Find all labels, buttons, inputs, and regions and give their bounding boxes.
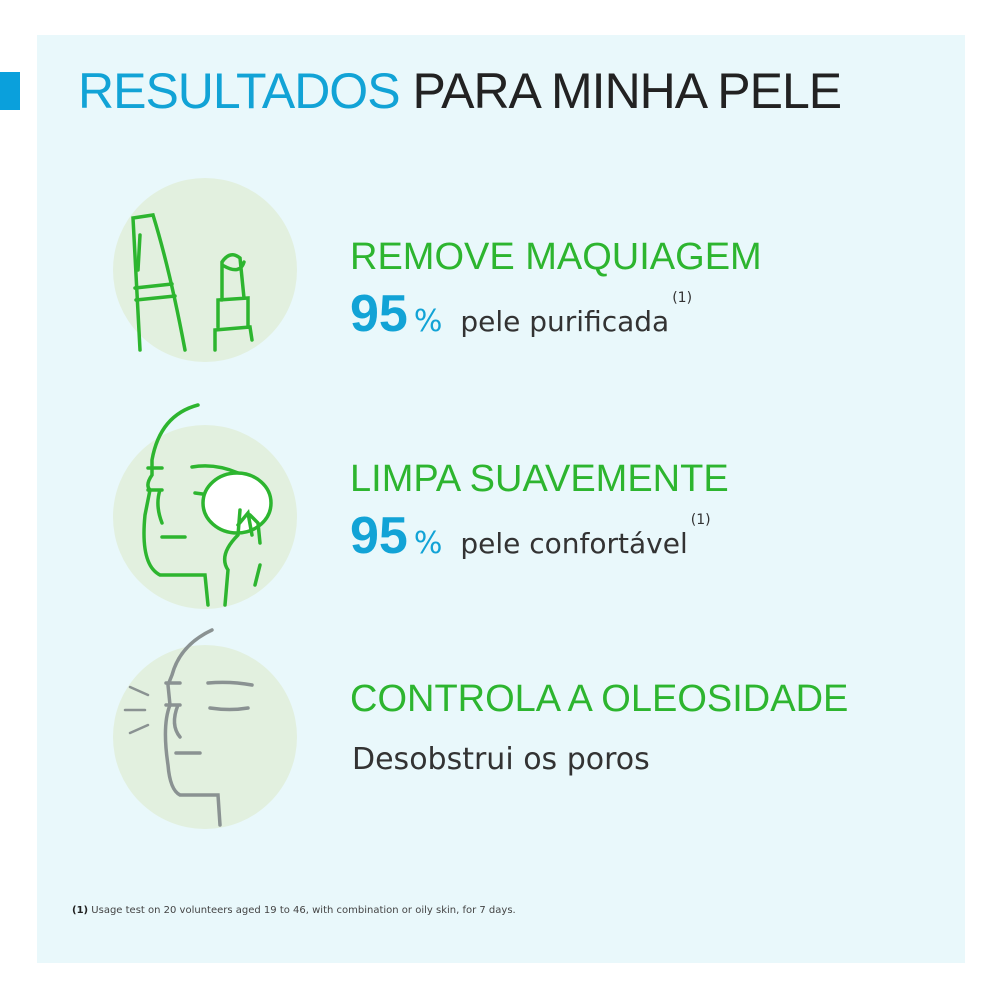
footnote-text: Usage test on 20 volunteers aged 19 to 4… <box>91 905 516 916</box>
stat-unit: % <box>413 304 443 339</box>
face-oil-control-icon <box>123 628 254 827</box>
icon-circle <box>113 645 297 829</box>
footnote-ref: (1) <box>672 290 693 306</box>
stat-value: 95 <box>350 507 408 565</box>
item-heading: CONTROLA A OLEOSIDADE <box>350 678 849 720</box>
accent-bar <box>0 72 20 110</box>
face-cleansing-pad-icon <box>142 403 273 607</box>
stat-unit: % <box>413 526 443 561</box>
item-description: Desobstrui os poros <box>352 742 650 777</box>
item-heading: LIMPA SUAVEMENTE <box>350 458 729 500</box>
item-stat: 95% pele confortável(1) <box>350 506 711 566</box>
stat-text: pele confortável <box>460 527 688 560</box>
stat-text: pele purificada <box>460 305 670 338</box>
footnote-ref: (1) <box>690 512 711 528</box>
footnote-marker: (1) <box>72 905 89 916</box>
stat-value: 95 <box>350 285 408 343</box>
title-highlight: RESULTADOS <box>78 63 401 119</box>
mascara-lipstick-icon <box>131 213 254 352</box>
title-rest: PARA MINHA PELE <box>412 63 842 119</box>
icon-circle <box>113 178 297 362</box>
footnote: (1) Usage test on 20 volunteers aged 19 … <box>72 905 516 916</box>
item-stat: 95% pele purificada(1) <box>350 284 692 344</box>
page-title: RESULTADOS PARA MINHA PELE <box>78 62 842 120</box>
item-heading: REMOVE MAQUIAGEM <box>350 236 762 278</box>
